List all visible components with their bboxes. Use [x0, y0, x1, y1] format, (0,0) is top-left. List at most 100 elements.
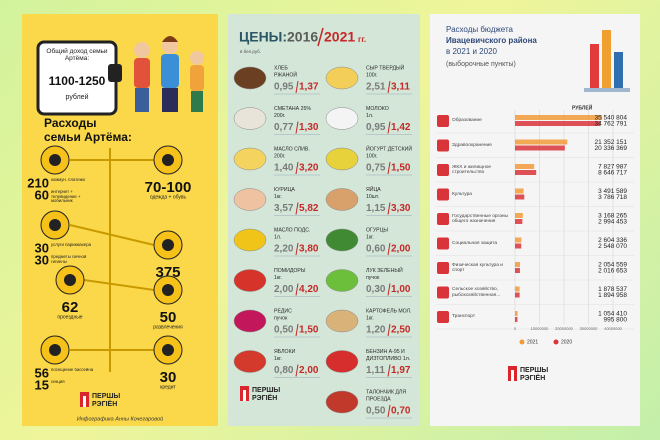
- category-icon: [437, 188, 449, 201]
- legend-swatch: [553, 339, 559, 345]
- value-label: 1 054 410: [598, 311, 627, 318]
- price-old: 1,11: [366, 365, 385, 376]
- expense-label-box: интернет + телевидение + мобильник: [51, 190, 81, 202]
- x-tick-label: 20000000: [555, 326, 574, 331]
- value-label: 1 894 958: [598, 292, 627, 299]
- price-divider: [387, 364, 391, 377]
- product-unit: 1л.: [274, 234, 281, 240]
- category-label-box: Здравоохранение: [452, 143, 492, 148]
- price-old: 0,95: [274, 82, 294, 93]
- price-old: 1,40: [274, 163, 294, 174]
- year-old: 2016: [287, 29, 318, 45]
- product-name: СМЕТАНА 25%: [274, 106, 311, 112]
- product-unit: пучок: [366, 275, 380, 281]
- price-old: 2,51: [366, 82, 386, 93]
- category-icon: [437, 237, 449, 250]
- price-old: 2,00: [274, 284, 294, 295]
- expense-label: проездные: [57, 314, 82, 320]
- price-divider: [387, 121, 391, 134]
- bar: [515, 292, 520, 298]
- expense-value: 15: [35, 377, 49, 392]
- product-icon: [233, 350, 267, 373]
- expense-label: посещение бассейна: [51, 368, 94, 372]
- expense-value: 60: [35, 187, 49, 202]
- category-label: ЖКХ и жилищное строительство: [452, 164, 492, 175]
- price-old: 0,50: [274, 325, 294, 336]
- price-old: 0,75: [366, 163, 386, 174]
- price-new: 5,82: [299, 203, 319, 214]
- category-icon: [437, 311, 449, 323]
- category-label: Транспорт: [452, 314, 476, 320]
- product-icon: [233, 188, 267, 211]
- x-tick-label: 40000000: [604, 326, 623, 331]
- product-name: ЯЙЦА: [366, 185, 381, 193]
- product-unit: ПРОЕЗДА: [366, 396, 391, 402]
- category-label-box: Образование: [452, 118, 482, 123]
- bar: [515, 311, 518, 316]
- value-label: 7 827 987: [598, 164, 627, 171]
- price-new: 1,00: [391, 284, 411, 295]
- chart-title: в 2021 и 2020: [446, 47, 498, 56]
- income-label: Общий доход семьи Артёма:: [46, 48, 108, 62]
- price-divider: [295, 364, 299, 377]
- price-new: 3,30: [391, 203, 411, 214]
- value-label: 2 054 559: [598, 262, 627, 269]
- expense-value: 30: [160, 369, 177, 386]
- product-name: ОГУРЦЫ: [366, 227, 388, 233]
- logo-mark-gap: [511, 370, 514, 381]
- price-old: 2,20: [274, 244, 294, 255]
- value-label: 8 646 717: [598, 170, 627, 177]
- product-icon: [325, 269, 359, 292]
- product-icon: [325, 390, 359, 414]
- value-label: 34 762 791: [594, 121, 627, 128]
- value-label: 20 336 369: [594, 145, 627, 152]
- unit-label: РУБЛЕЙ: [572, 103, 593, 111]
- product-icon: [325, 188, 359, 211]
- product-name: ЙОГУРТ ДЕТСКИЙ: [366, 144, 412, 152]
- expenses-title: семьи Артёма:: [44, 130, 132, 144]
- price-old: 1,20: [366, 325, 386, 336]
- family-illustration: [134, 36, 204, 112]
- bar: [515, 317, 518, 322]
- price-divider: [295, 121, 299, 134]
- product-icon: [325, 66, 359, 90]
- category-label: Физическая культура и спорт: [452, 262, 503, 273]
- expense-icon-glyph: [49, 344, 61, 356]
- category-label-box: Транспорт: [452, 314, 476, 320]
- category-icon: [437, 213, 449, 225]
- prices-title: ЦЕНЫ:: [239, 29, 287, 45]
- bar: [515, 188, 524, 194]
- price-old: 0,80: [274, 365, 294, 376]
- price-divider: [295, 161, 299, 175]
- product-name: ПОМИДОРЫ: [274, 268, 306, 274]
- product-icon: [325, 309, 359, 333]
- product-unit: 1кг.: [366, 315, 374, 321]
- product-name: БЕНЗИН А-95 И: [366, 349, 405, 355]
- price-divider: [295, 80, 299, 94]
- bar: [515, 219, 523, 224]
- bar: [515, 243, 522, 249]
- value-label: 2 548 070: [598, 243, 627, 250]
- price-new: 1,97: [391, 365, 411, 376]
- x-tick-label: 10000000: [531, 326, 550, 331]
- product-unit: пучок: [274, 315, 288, 321]
- expense-icon-glyph: [162, 154, 174, 166]
- expense-label: предметы личной гигиены: [51, 255, 87, 264]
- expense-value: 50: [160, 309, 177, 326]
- bar: [515, 262, 521, 267]
- bar: [515, 145, 565, 151]
- expense-label-box: посещение бассейна: [51, 368, 94, 372]
- credit: Инфографика Анны Кочегаровой: [77, 415, 163, 422]
- year-divider: [317, 27, 324, 47]
- bar: [515, 139, 568, 145]
- category-label: Культура: [452, 191, 472, 197]
- price-new: 1,30: [299, 122, 319, 133]
- expense-value: 30: [35, 252, 49, 267]
- price-old: 3,57: [274, 203, 294, 214]
- logo-mark-gap: [83, 396, 86, 407]
- price-old: 0,60: [366, 244, 386, 255]
- bar: [515, 170, 537, 175]
- category-label-box: Сельское хозяйство, рыбохозяйственная...: [452, 287, 500, 297]
- x-tick-label: 0: [514, 326, 517, 331]
